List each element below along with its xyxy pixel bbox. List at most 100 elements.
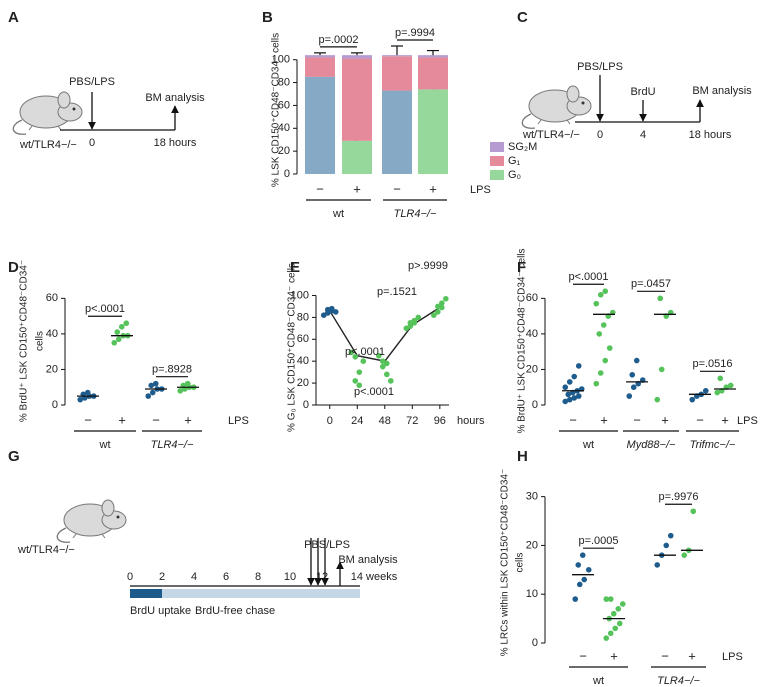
bar-segment: [382, 55, 412, 57]
time-label: 4: [640, 129, 646, 141]
data-point: [375, 352, 382, 359]
week-label: 10: [284, 571, 296, 583]
data-point: [597, 370, 604, 376]
x-tick-label: 48: [379, 415, 391, 427]
group-label: wt: [592, 675, 604, 687]
y-tick-label: 20: [526, 363, 538, 375]
panel-letter: G: [8, 448, 20, 465]
category-label: −: [152, 412, 160, 427]
mouse-tail: [521, 113, 536, 129]
data-point: [629, 371, 636, 378]
data-point: [114, 329, 121, 335]
week-label: 4: [191, 571, 197, 583]
group-label: wt: [99, 439, 111, 451]
data-point: [566, 379, 573, 385]
error-bar: [314, 52, 326, 56]
category-label: +: [429, 181, 437, 196]
p-value-label: p=.9994: [395, 27, 435, 39]
category-label: −: [393, 181, 401, 196]
data-point: [606, 345, 613, 351]
bar-segment: [382, 56, 412, 91]
mouse-icon: [521, 85, 592, 129]
data-point: [356, 382, 363, 389]
data-point: [348, 349, 355, 356]
week-label: 6: [223, 571, 229, 583]
data-point: [84, 389, 91, 396]
category-label: −: [316, 181, 324, 196]
chase-bar: [162, 589, 360, 598]
data-point: [630, 384, 637, 391]
data-point: [657, 295, 664, 302]
data-point: [123, 320, 130, 327]
y-tick-label: 0: [532, 399, 538, 411]
y-tick-label: 60: [526, 292, 538, 304]
category-label: −: [661, 648, 669, 663]
x-tick-label: 0: [327, 415, 333, 427]
y-tick-label: 40: [526, 328, 538, 340]
bar-segment: [342, 55, 372, 59]
mouse-icon: [12, 91, 83, 135]
data-point: [177, 387, 184, 394]
data-point: [148, 382, 155, 389]
data-point: [616, 620, 623, 627]
data-point: [571, 395, 578, 401]
data-point: [579, 552, 586, 558]
p-value-label: p<.0001: [345, 346, 385, 358]
data-point: [576, 581, 583, 588]
data-point: [565, 391, 572, 398]
legend-label: G₀: [508, 169, 521, 181]
category-label: −: [696, 412, 704, 427]
category-label: +: [184, 412, 192, 427]
group-label: Myd88−/−: [627, 439, 676, 451]
data-point: [435, 303, 441, 310]
x-tick-label: 72: [406, 415, 418, 427]
data-point: [714, 389, 721, 396]
y-axis-label: % BrdU⁺ LSK CD150⁺CD48⁻CD34⁻: [19, 260, 30, 422]
treatment-label: PBS/LPS: [69, 76, 115, 88]
y-axis-label: % G₀ LSK CD150⁺CD48⁻CD34⁻ cells: [287, 263, 298, 432]
data-point: [443, 295, 449, 302]
readout-label: BM analysis: [145, 92, 205, 104]
y-tick-label: 0: [52, 399, 58, 411]
data-point: [575, 363, 582, 369]
data-point: [566, 396, 573, 403]
data-point: [654, 562, 661, 568]
x-axis-label: hours: [457, 415, 485, 427]
category-label: +: [661, 412, 669, 427]
category-label: +: [353, 181, 361, 196]
uptake-bar: [130, 589, 162, 598]
group-label: TLR4−/−: [151, 439, 194, 451]
bar-segment: [418, 57, 448, 90]
time-label: 0: [89, 137, 95, 149]
data-point: [602, 288, 609, 295]
data-point: [633, 357, 640, 364]
data-point: [572, 596, 579, 602]
data-point: [596, 331, 603, 337]
data-point: [727, 382, 734, 389]
category-label: +: [600, 412, 608, 427]
legend-label: SG₂M: [508, 141, 537, 153]
y-tick-label: 40: [278, 122, 290, 134]
brdu-label: BrdU: [630, 86, 655, 98]
p-value-label: p=.0005: [578, 535, 618, 547]
week-label: 0: [127, 571, 133, 583]
data-point: [702, 387, 709, 394]
data-point: [603, 596, 610, 602]
p-value-label: p>.9999: [408, 260, 448, 272]
panel-letter: E: [290, 259, 300, 276]
y-tick-label: 20: [278, 145, 290, 157]
y-tick-label: 10: [526, 588, 538, 600]
data-point: [690, 508, 697, 515]
data-point: [571, 373, 578, 380]
category-label: −: [579, 648, 587, 663]
data-point: [152, 380, 159, 387]
data-point: [593, 380, 600, 387]
bar-segment: [305, 55, 335, 58]
treatment-label: PBS/LPS: [304, 539, 350, 551]
time-label: 18 hours: [689, 129, 732, 141]
data-point: [626, 393, 633, 399]
legend-swatch: [490, 170, 504, 180]
data-point: [600, 322, 607, 328]
legend-label: G₁: [508, 155, 521, 167]
